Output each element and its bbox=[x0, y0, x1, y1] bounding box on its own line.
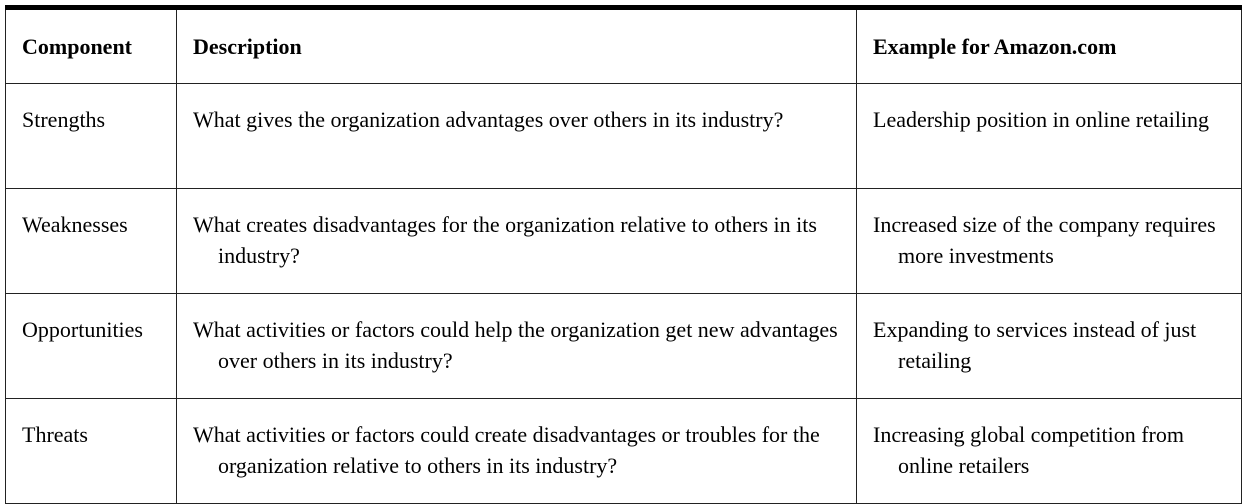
header-description: Description bbox=[176, 7, 857, 84]
example-cell: Increasing global competition from onlin… bbox=[856, 398, 1242, 504]
table-row: Threats What activities or factors could… bbox=[5, 398, 1242, 504]
swot-table: Component Description Example for Amazon… bbox=[5, 5, 1242, 504]
table-body: Strengths What gives the organization ad… bbox=[5, 83, 1242, 504]
header-component: Component bbox=[5, 7, 177, 84]
component-cell: Opportunities bbox=[5, 293, 177, 399]
description-cell: What creates disadvantages for the organ… bbox=[176, 188, 857, 294]
component-cell: Threats bbox=[5, 398, 177, 504]
table-header: Component Description Example for Amazon… bbox=[5, 7, 1242, 84]
header-example: Example for Amazon.com bbox=[856, 7, 1242, 84]
component-cell: Strengths bbox=[5, 83, 177, 189]
description-cell: What gives the organization advantages o… bbox=[176, 83, 857, 189]
table-row: Opportunities What activities or factors… bbox=[5, 293, 1242, 399]
description-cell: What activities or factors could help th… bbox=[176, 293, 857, 399]
component-cell: Weaknesses bbox=[5, 188, 177, 294]
example-cell: Leadership position in online retailing bbox=[856, 83, 1242, 189]
example-cell: Expanding to services instead of just re… bbox=[856, 293, 1242, 399]
example-cell: Increased size of the company requires m… bbox=[856, 188, 1242, 294]
table-row: Weaknesses What creates disadvantages fo… bbox=[5, 188, 1242, 294]
table-row: Strengths What gives the organization ad… bbox=[5, 83, 1242, 189]
header-row: Component Description Example for Amazon… bbox=[5, 7, 1242, 84]
description-cell: What activities or factors could create … bbox=[176, 398, 857, 504]
